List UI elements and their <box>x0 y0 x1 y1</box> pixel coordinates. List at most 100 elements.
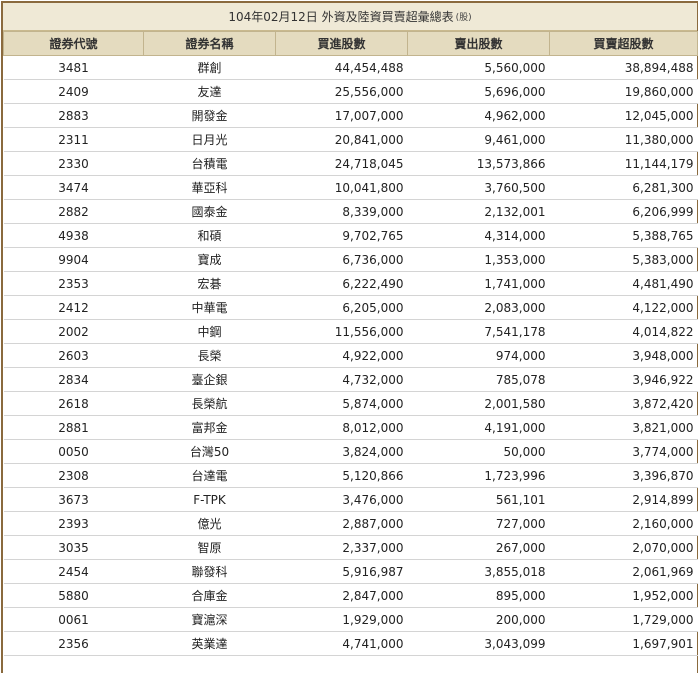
sell-shares-cell: 561,101 <box>407 487 550 512</box>
net-shares-cell: 12,045,000 <box>549 103 698 128</box>
stock-code-cell: 3035 <box>3 535 144 560</box>
table-row: 2002 中鋼 11,556,000 7,541,178 4,014,822 <box>3 319 698 344</box>
net-shares-cell: 3,946,922 <box>549 367 698 392</box>
column-header-net[interactable]: 買賣超股數 <box>549 31 698 56</box>
buy-shares-cell: 6,222,490 <box>275 271 408 296</box>
sell-shares-cell: 2,083,000 <box>407 295 550 320</box>
stock-name-cell: 智原 <box>143 535 276 560</box>
sell-shares-cell: 4,314,000 <box>407 223 550 248</box>
table-body: 3481 群創 44,454,488 5,560,000 38,894,488 2409 友… <box>3 55 698 656</box>
table-row: 2409 友達 25,556,000 5,696,000 19,860,000 <box>3 79 698 104</box>
stock-code-cell: 4938 <box>3 223 144 248</box>
table-row: 2330 台積電 24,718,045 13,573,866 11,144,179 <box>3 151 698 176</box>
sell-shares-cell: 9,461,000 <box>407 127 550 152</box>
table-row: 0061 寶滬深 1,929,000 200,000 1,729,000 <box>3 607 698 632</box>
sell-shares-cell: 785,078 <box>407 367 550 392</box>
stock-name-cell: 寶滬深 <box>143 607 276 632</box>
table-row: 2353 宏碁 6,222,490 1,741,000 4,481,490 <box>3 271 698 296</box>
sell-shares-cell: 5,560,000 <box>407 55 550 80</box>
stock-name-cell: 長榮 <box>143 343 276 368</box>
sell-shares-cell: 3,043,099 <box>407 631 550 656</box>
table-row: 3474 華亞科 10,041,800 3,760,500 6,281,300 <box>3 175 698 200</box>
stock-code-cell: 2618 <box>3 391 144 416</box>
sell-shares-cell: 2,001,580 <box>407 391 550 416</box>
stock-code-cell: 2882 <box>3 199 144 224</box>
net-shares-cell: 2,070,000 <box>549 535 698 560</box>
column-header-sell[interactable]: 賣出股數 <box>407 31 550 56</box>
stock-code-cell: 2883 <box>3 103 144 128</box>
stock-code-cell: 2356 <box>3 631 144 656</box>
stock-code-cell: 2881 <box>3 415 144 440</box>
stock-code-cell: 2393 <box>3 511 144 536</box>
stock-code-cell: 2834 <box>3 367 144 392</box>
stock-code-cell: 2308 <box>3 463 144 488</box>
buy-shares-cell: 1,929,000 <box>275 607 408 632</box>
net-shares-cell: 4,481,490 <box>549 271 698 296</box>
sell-shares-cell: 200,000 <box>407 607 550 632</box>
stock-name-cell: 聯發科 <box>143 559 276 584</box>
sell-shares-cell: 727,000 <box>407 511 550 536</box>
table-row: 2882 國泰金 8,339,000 2,132,001 6,206,999 <box>3 199 698 224</box>
net-shares-cell: 1,952,000 <box>549 583 698 608</box>
stock-name-cell: 長榮航 <box>143 391 276 416</box>
stock-name-cell: 富邦金 <box>143 415 276 440</box>
table-row: 3673 F-TPK 3,476,000 561,101 2,914,899 <box>3 487 698 512</box>
buy-shares-cell: 6,736,000 <box>275 247 408 272</box>
stock-name-cell: 國泰金 <box>143 199 276 224</box>
buy-shares-cell: 2,337,000 <box>275 535 408 560</box>
stock-name-cell: 台達電 <box>143 463 276 488</box>
net-shares-cell: 3,821,000 <box>549 415 698 440</box>
net-shares-cell: 3,774,000 <box>549 439 698 464</box>
table-row: 2308 台達電 5,120,866 1,723,996 3,396,870 <box>3 463 698 488</box>
buy-shares-cell: 10,041,800 <box>275 175 408 200</box>
column-header-name[interactable]: 證券名稱 <box>143 31 276 56</box>
table-row: 3035 智原 2,337,000 267,000 2,070,000 <box>3 535 698 560</box>
column-header-code[interactable]: 證券代號 <box>3 31 144 56</box>
stock-name-cell: 中鋼 <box>143 319 276 344</box>
report-title: 104年02月12日 外資及陸資買賣超彙總表 <box>228 10 454 24</box>
sell-shares-cell: 974,000 <box>407 343 550 368</box>
buy-shares-cell: 3,824,000 <box>275 439 408 464</box>
net-shares-cell: 2,160,000 <box>549 511 698 536</box>
stock-name-cell: 日月光 <box>143 127 276 152</box>
net-shares-cell: 5,388,765 <box>549 223 698 248</box>
buy-shares-cell: 25,556,000 <box>275 79 408 104</box>
stock-name-cell: 英業達 <box>143 631 276 656</box>
buy-shares-cell: 8,339,000 <box>275 199 408 224</box>
buy-shares-cell: 5,120,866 <box>275 463 408 488</box>
buy-shares-cell: 11,556,000 <box>275 319 408 344</box>
net-shares-cell: 3,396,870 <box>549 463 698 488</box>
sell-shares-cell: 1,723,996 <box>407 463 550 488</box>
table-row: 2603 長榮 4,922,000 974,000 3,948,000 <box>3 343 698 368</box>
stock-code-cell: 2330 <box>3 151 144 176</box>
sell-shares-cell: 50,000 <box>407 439 550 464</box>
buy-shares-cell: 5,874,000 <box>275 391 408 416</box>
table-row: 0050 台灣50 3,824,000 50,000 3,774,000 <box>3 439 698 464</box>
buy-shares-cell: 20,841,000 <box>275 127 408 152</box>
sell-shares-cell: 3,760,500 <box>407 175 550 200</box>
net-shares-cell: 11,144,179 <box>549 151 698 176</box>
buy-shares-cell: 4,741,000 <box>275 631 408 656</box>
sell-shares-cell: 2,132,001 <box>407 199 550 224</box>
net-shares-cell: 6,281,300 <box>549 175 698 200</box>
table-row: 2618 長榮航 5,874,000 2,001,580 3,872,420 <box>3 391 698 416</box>
stock-name-cell: 華亞科 <box>143 175 276 200</box>
net-shares-cell: 19,860,000 <box>549 79 698 104</box>
column-header-buy[interactable]: 買進股數 <box>275 31 408 56</box>
stock-code-cell: 2002 <box>3 319 144 344</box>
sell-shares-cell: 267,000 <box>407 535 550 560</box>
table-header-row: 證券代號 證券名稱 買進股數 賣出股數 買賣超股數 <box>3 31 698 56</box>
sell-shares-cell: 895,000 <box>407 583 550 608</box>
buy-shares-cell: 17,007,000 <box>275 103 408 128</box>
sell-shares-cell: 4,962,000 <box>407 103 550 128</box>
stock-code-cell: 9904 <box>3 247 144 272</box>
table-row: 5880 合庫金 2,847,000 895,000 1,952,000 <box>3 583 698 608</box>
stock-code-cell: 2353 <box>3 271 144 296</box>
sell-shares-cell: 13,573,866 <box>407 151 550 176</box>
stock-code-cell: 3481 <box>3 55 144 80</box>
net-shares-cell: 6,206,999 <box>549 199 698 224</box>
buy-shares-cell: 24,718,045 <box>275 151 408 176</box>
sell-shares-cell: 5,696,000 <box>407 79 550 104</box>
net-shares-cell: 2,914,899 <box>549 487 698 512</box>
